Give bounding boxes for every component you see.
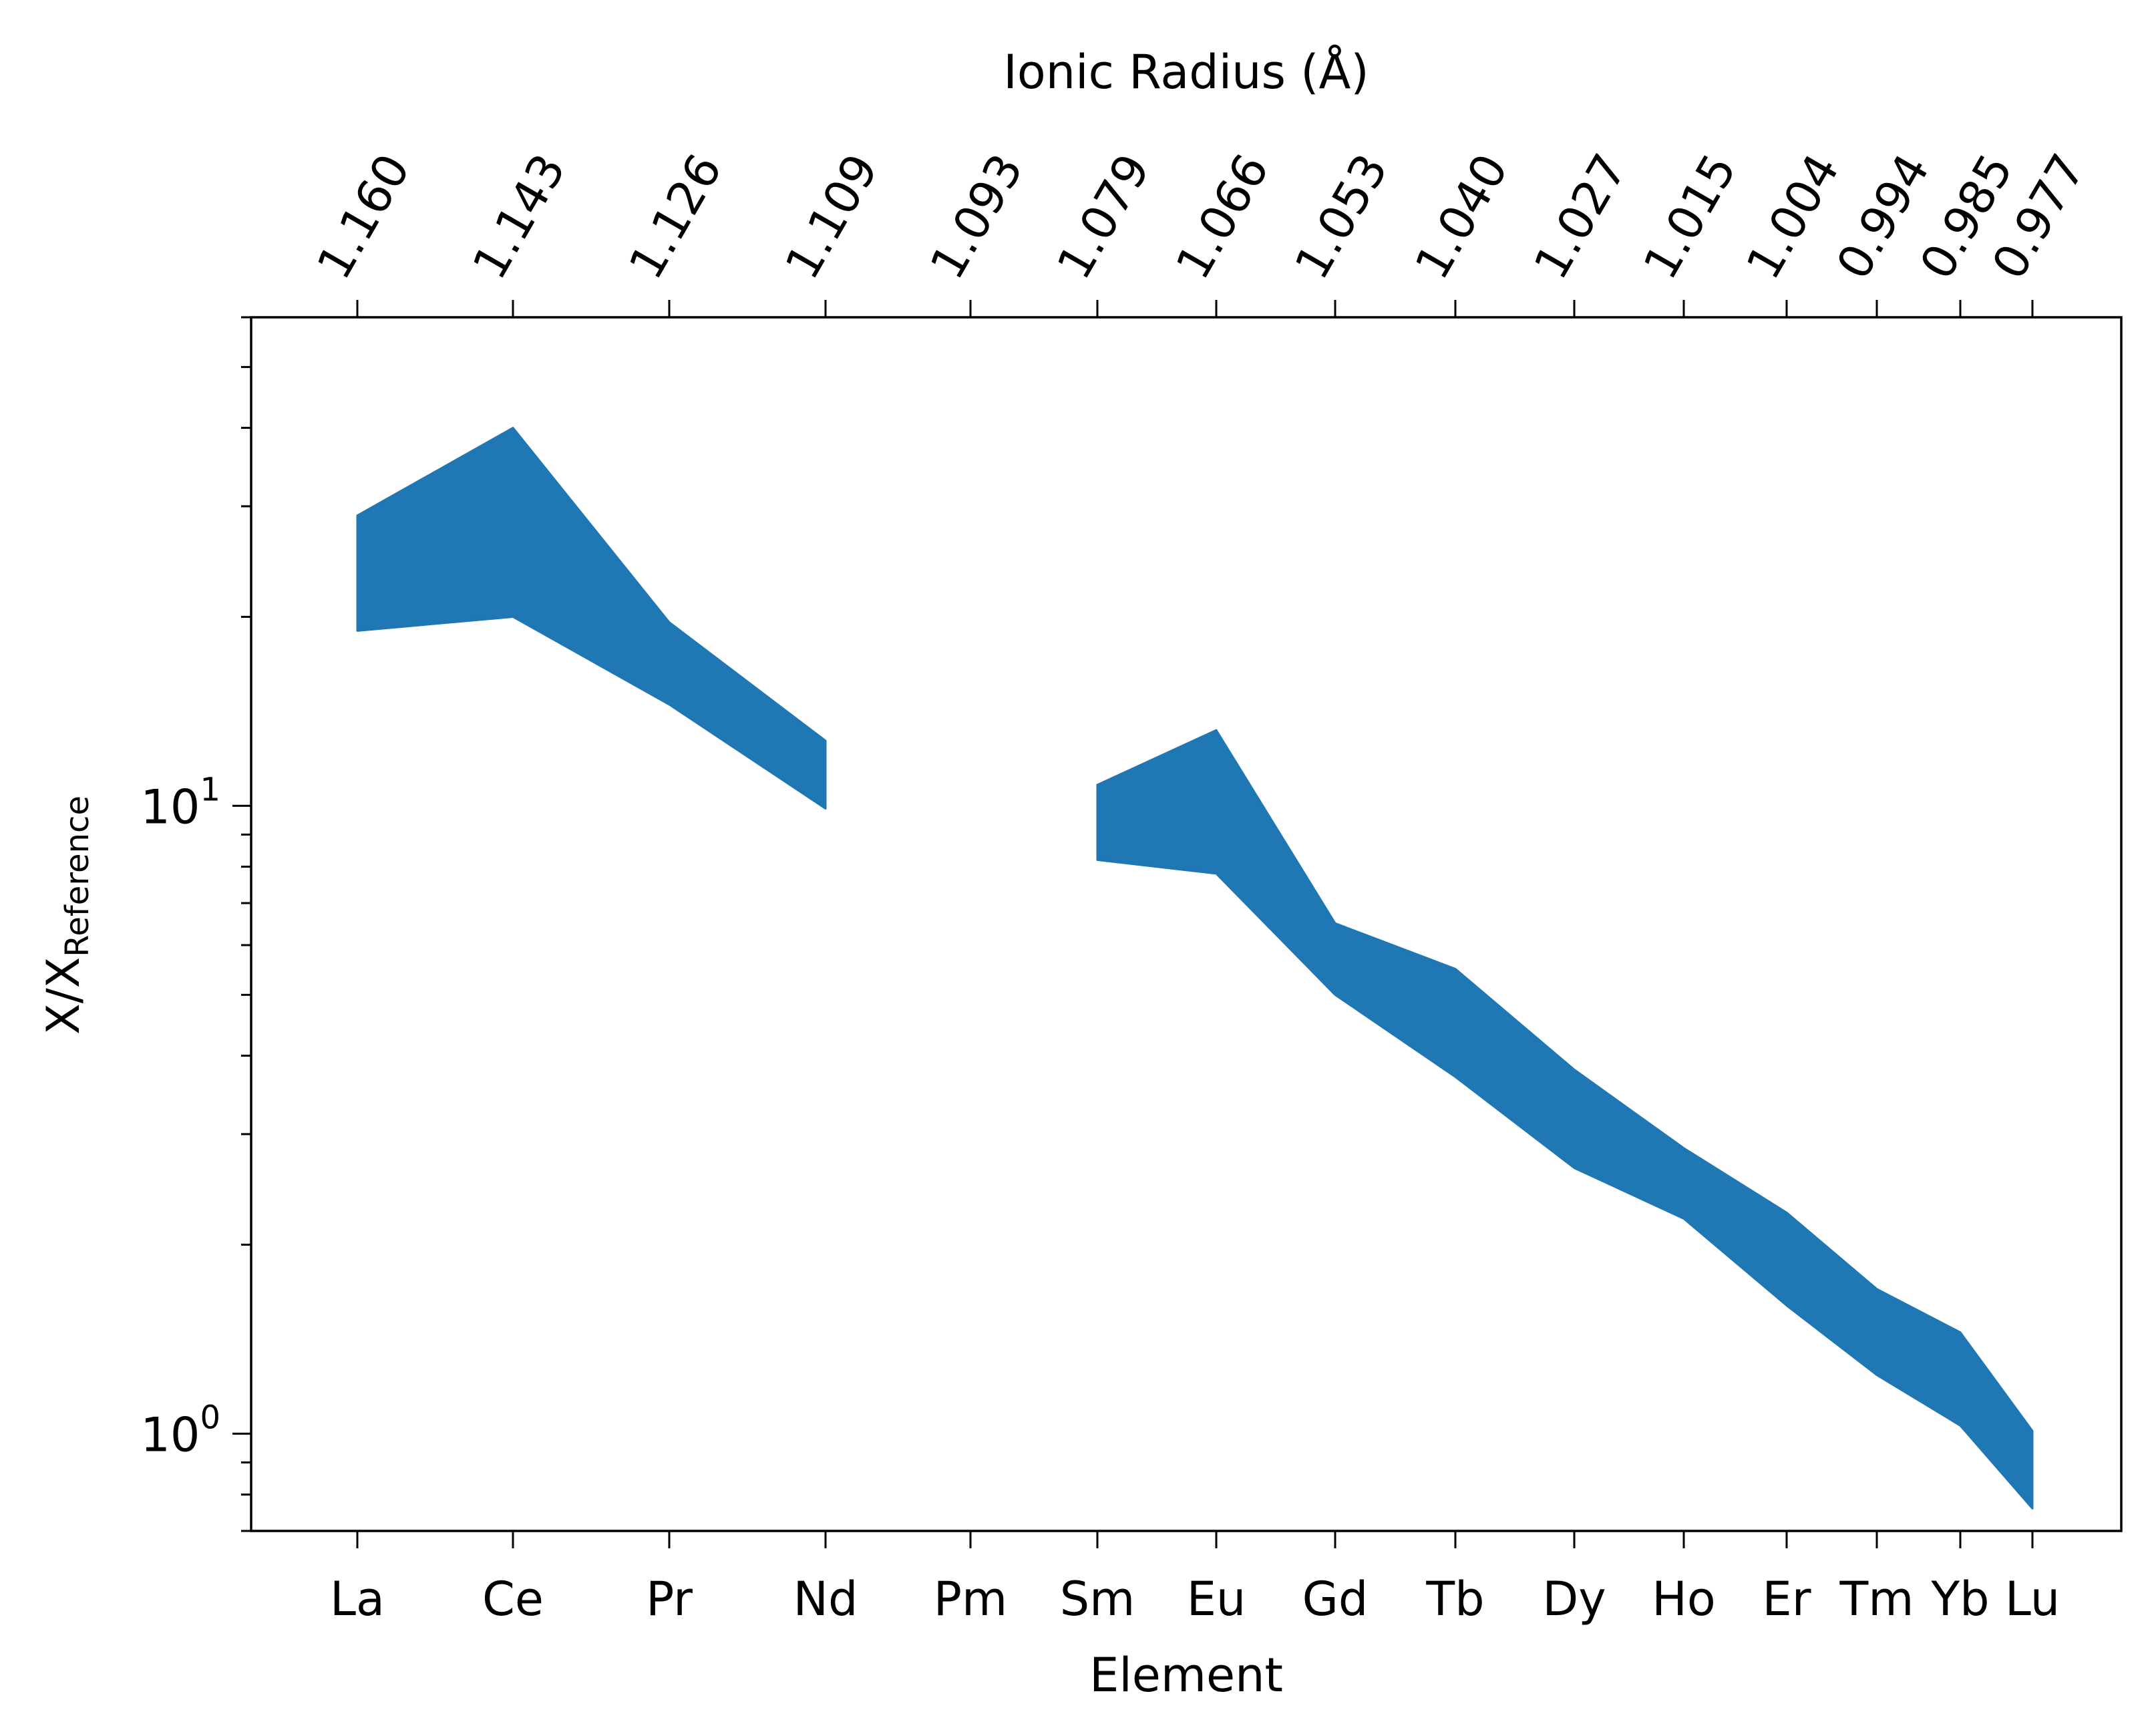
top-tick-label-7: 1.053 [1284,145,1399,289]
x-tick-label-tb: Tb [1425,1572,1484,1626]
top-tick-label-9: 1.027 [1523,145,1638,289]
top-tick-label-6: 1.066 [1165,145,1280,289]
x-tick-label-sm: Sm [1060,1572,1135,1626]
top-tick-label-3: 1.109 [775,145,889,289]
x-axis-label: Element [1089,1648,1283,1703]
band-segment-2 [1096,729,2034,1510]
x-tick-label-ho: Ho [1652,1572,1715,1626]
y-tick-label-1: 101 [140,771,220,834]
x-tick-label-tm: Tm [1839,1572,1914,1626]
y-tick-label-0: 100 [140,1399,220,1462]
top-axis-label: Ionic Radius (Å) [1003,45,1369,100]
x-tick-label-lu: Lu [2005,1572,2060,1626]
x-tick-label-gd: Gd [1302,1572,1369,1626]
x-tick-label-nd: Nd [793,1572,858,1626]
y-axis-label-subscript: Reference [59,796,96,957]
top-tick-label-8: 1.040 [1405,145,1519,289]
y-axis-label-main: X/X [37,957,90,1035]
x-tick-label-er: Er [1762,1572,1811,1626]
plot-frame [250,316,2123,1532]
y-axis-label: X/XReference [37,796,96,1035]
x-tick-label-la: La [330,1572,385,1626]
x-tick-label-pr: Pr [646,1572,693,1626]
band-layer [356,427,2034,1510]
top-tick-label-1: 1.143 [462,145,576,289]
top-tick-label-2: 1.126 [618,145,733,289]
top-tick-label-5: 1.079 [1047,145,1161,289]
x-tick-label-yb: Yb [1930,1572,1989,1626]
x-tick-label-dy: Dy [1542,1572,1606,1626]
x-tick-label-ce: Ce [482,1572,544,1626]
x-tick-label-eu: Eu [1187,1572,1246,1626]
top-tick-label-0: 1.160 [307,145,421,289]
top-tick-label-10: 1.015 [1633,145,1747,289]
top-tick-label-11: 1.004 [1736,145,1850,289]
axis-layer: La Ce Pr Nd Pm Sm Eu Gd Tb Dy Ho Er Tm Yb Lu 1.160 1.143… [140,145,2096,1626]
x-tick-label-pm: Pm [934,1572,1007,1626]
top-tick-label-4: 1.093 [920,145,1034,289]
band-segment-1 [356,427,827,810]
